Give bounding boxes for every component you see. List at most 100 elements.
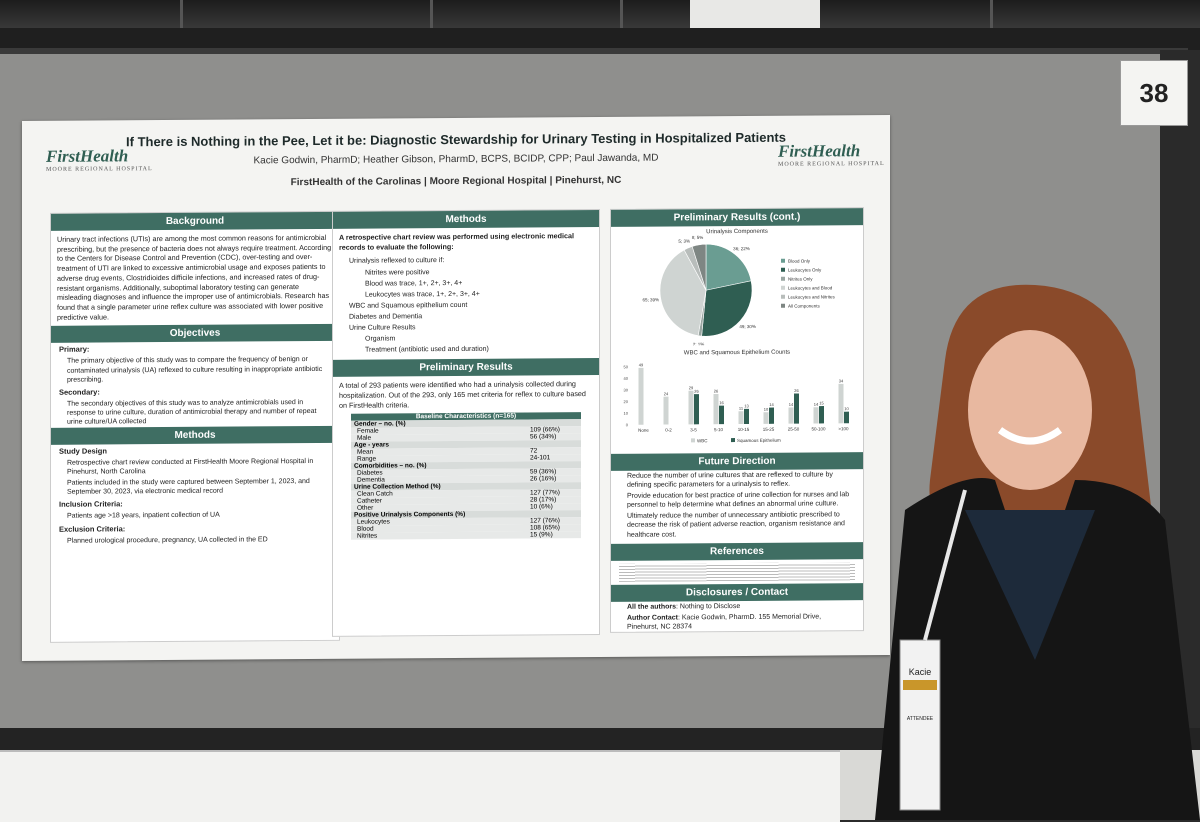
- badge: [900, 640, 940, 810]
- bar-data-label: 10: [764, 407, 769, 412]
- future-item: Provide education for best practice of u…: [611, 489, 863, 511]
- column-right: Preliminary Results (cont.) Urinalysis C…: [610, 207, 864, 633]
- prelim-cont-heading: Preliminary Results (cont.): [611, 208, 863, 227]
- legend-swatch: [781, 304, 785, 308]
- future-heading: Future Direction: [611, 452, 863, 471]
- legend-label: WBC: [697, 438, 708, 443]
- bar-data-label: 24: [664, 391, 669, 396]
- bar: [719, 406, 724, 425]
- contact-item: Author Contact: Kacie Godwin, PharmD. 15…: [611, 611, 863, 633]
- secondary-text: The secondary objectives of this study w…: [51, 397, 339, 428]
- legend-swatch: [781, 277, 785, 281]
- x-tick-label: 5-10: [714, 427, 724, 432]
- booth-number-card: 38: [1120, 60, 1188, 126]
- baseline-table: Baseline Characteristics (n=165) Gender …: [351, 413, 581, 541]
- table: [0, 750, 840, 822]
- presenter: Kacie ATTENDEE: [835, 280, 1200, 820]
- x-tick-label: 50-100: [811, 426, 826, 431]
- legend-swatch: [781, 286, 785, 290]
- bar: [744, 409, 749, 424]
- bar: [764, 412, 769, 424]
- prelim-text: A total of 293 patients were identified …: [333, 375, 599, 414]
- bar-data-label: 26: [694, 389, 699, 394]
- methods-left-heading: Methods: [51, 426, 339, 445]
- objectives-heading: Objectives: [51, 324, 339, 343]
- x-tick-label: None: [638, 428, 649, 433]
- legend-label: Squamous Epithelium: [737, 438, 781, 443]
- bar: [664, 397, 669, 425]
- ceiling: [0, 0, 1200, 30]
- pie-data-label: 2; 1%: [693, 342, 705, 346]
- baseline-label: Nitrites: [351, 532, 527, 540]
- legend-label: Leukocytes and Nitrites: [788, 294, 836, 299]
- presenter-face: [968, 330, 1092, 490]
- bar-data-label: 14: [814, 402, 819, 407]
- legend-label: Leukocytes and Blood: [788, 285, 833, 290]
- pie-data-label: 49; 30%: [739, 324, 756, 329]
- legend-label: Leukocytes Only: [788, 267, 822, 272]
- x-tick-label: 0-2: [665, 427, 672, 432]
- y-tick-label: 10: [624, 411, 629, 416]
- future-item: Reduce the number of urine cultures that…: [611, 469, 863, 491]
- bar: [769, 408, 774, 424]
- pie-data-label: 5; 3%: [678, 239, 690, 244]
- badge-name: Kacie: [909, 667, 932, 677]
- legend-swatch: [731, 438, 735, 442]
- background-text: Urinary tract infections (UTIs) are amon…: [51, 229, 339, 326]
- bar-data-label: 15: [819, 401, 824, 406]
- future-item: Ultimately reduce the number of unnecess…: [611, 510, 863, 541]
- poster-affiliation: FirstHealth of the Carolinas | Moore Reg…: [22, 173, 890, 190]
- booth-number: 38: [1140, 78, 1169, 109]
- bar: [639, 368, 644, 425]
- y-tick-label: 0: [626, 422, 629, 427]
- prelim-heading: Preliminary Results: [333, 358, 599, 377]
- legend-swatch: [781, 259, 785, 263]
- y-tick-label: 40: [624, 376, 629, 381]
- baseline-value: 15 (9%): [527, 532, 581, 539]
- bar-data-label: 26: [794, 388, 799, 393]
- pie-data-label: 8; 5%: [692, 235, 704, 240]
- bar: [694, 394, 699, 424]
- bar-data-label: 14: [789, 402, 794, 407]
- badge-tag: ATTENDEE: [907, 716, 934, 722]
- legend-swatch: [781, 268, 785, 272]
- y-tick-label: 20: [624, 399, 629, 404]
- bar: [794, 393, 799, 423]
- bar-data-label: 16: [719, 400, 724, 405]
- x-tick-label: 3-5: [690, 427, 697, 432]
- bar-data-label: 29: [689, 385, 694, 390]
- x-tick-label: 15-25: [763, 427, 775, 432]
- bar: [739, 411, 744, 424]
- bar: [819, 406, 824, 423]
- exclusion-1: Planned urological procedure, pregnancy,…: [51, 533, 339, 546]
- methods-mid-heading: Methods: [333, 210, 599, 229]
- study-design-2: Patients included in the study were capt…: [51, 476, 339, 498]
- legend-label: Blood Only: [788, 259, 811, 264]
- y-tick-label: 50: [624, 364, 629, 369]
- pie-data-label: 65; 39%: [642, 297, 659, 302]
- references-heading: References: [611, 542, 863, 561]
- study-design-1: Retrospective chart review conducted at …: [51, 456, 339, 478]
- legend-swatch: [781, 295, 785, 299]
- bar-data-label: 13: [744, 403, 749, 408]
- poster-title: If There is Nothing in the Pee, Let it b…: [22, 129, 890, 150]
- pie-data-label: 36; 22%: [733, 246, 750, 251]
- bar: [789, 407, 794, 423]
- pie-chart: 36; 22% 49; 30% 2; 1% 65; 39% 5; 3%8; 5% Bloo…: [611, 234, 863, 346]
- bar: [689, 391, 694, 425]
- references-text: [619, 562, 855, 582]
- bar-data-label: 11: [739, 406, 744, 411]
- x-tick-label: 25-50: [788, 427, 800, 432]
- y-tick-label: 30: [624, 387, 629, 392]
- legend-label: Nitrites Only: [788, 277, 813, 282]
- column-middle: Methods A retrospective chart review was…: [332, 209, 600, 637]
- board-frame: [0, 28, 1200, 50]
- bar: [714, 394, 719, 424]
- methods-subitem: Treatment (antibiotic used and duration): [333, 343, 599, 356]
- legend-swatch: [691, 438, 695, 442]
- bar-data-label: 26: [714, 389, 719, 394]
- x-tick-label: 10-15: [738, 427, 750, 432]
